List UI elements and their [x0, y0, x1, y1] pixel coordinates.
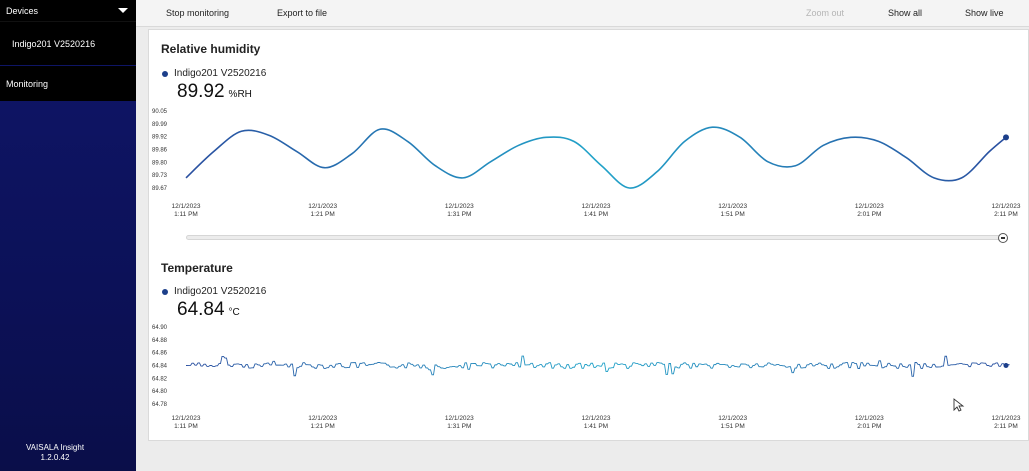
temperature-last-point [1003, 363, 1009, 368]
export-to-file-button[interactable]: Export to file [277, 8, 328, 18]
monitoring-label: Monitoring [6, 78, 49, 89]
device-name-label: Indigo201 V2520216 [12, 38, 96, 49]
humidity-title: Relative humidity [161, 42, 261, 56]
sidebar-item-device[interactable]: Indigo201 V2520216 [0, 21, 136, 65]
temperature-x-tick-time: 2:01 PM [857, 423, 881, 430]
humidity-device-label: Indigo201 V2520216 [174, 68, 267, 79]
series-marker-icon [162, 70, 168, 77]
humidity-x-tick-date: 12/1/2023 [718, 203, 747, 210]
humidity-series-line [185, 126, 1007, 189]
sidebar: Devices Indigo201 V2520216 Monitoring VA… [0, 0, 136, 471]
series-marker-icon [162, 288, 168, 295]
temperature-legend: Indigo201 V2520216 [162, 286, 266, 297]
temperature-x-tick-date: 12/1/2023 [172, 415, 201, 422]
temperature-y-tick-label: 64.82 [152, 376, 168, 382]
temperature-y-tick-label: 64.80 [152, 389, 168, 395]
humidity-x-tick-time: 1:31 PM [447, 211, 471, 218]
temperature-y-tick-label: 64.88 [152, 338, 168, 344]
temperature-unit: °C [228, 307, 240, 318]
humidity-x-tick-time: 2:11 PM [994, 211, 1018, 218]
humidity-unit: %RH [228, 89, 252, 100]
humidity-y-tick-label: 89.80 [152, 160, 168, 166]
temperature-x-tick-time: 1:11 PM [174, 423, 198, 430]
humidity-y-tick-label: 89.99 [152, 122, 168, 128]
humidity-y-tick-label: 89.92 [152, 135, 168, 141]
humidity-last-point [1003, 134, 1009, 141]
temperature-x-tick-date: 12/1/2023 [308, 415, 337, 422]
temperature-title: Temperature [161, 261, 233, 275]
humidity-x-tick-time: 1:11 PM [174, 211, 198, 218]
temperature-value: 64.84 [177, 299, 225, 320]
show-all-button[interactable]: Show all [888, 8, 923, 18]
humidity-reading: 89.92 %RH [177, 81, 252, 103]
temperature-y-tick-label: 64.90 [152, 325, 168, 331]
temperature-reading: 64.84 °C [177, 299, 240, 321]
humidity-x-tick-date: 12/1/2023 [582, 203, 611, 210]
stop-monitoring-button[interactable]: Stop monitoring [166, 8, 230, 18]
humidity-x-tick-date: 12/1/2023 [855, 203, 884, 210]
temperature-x-tick-time: 1:41 PM [584, 423, 608, 430]
brand-info: VAISALA Insight 1.2.0.42 [0, 443, 110, 463]
humidity-legend: Indigo201 V2520216 [162, 68, 266, 79]
humidity-value: 89.92 [177, 81, 225, 102]
humidity-x-tick-date: 12/1/2023 [445, 203, 474, 210]
humidity-y-tick-label: 90.05 [152, 109, 168, 115]
temperature-x-tick-time: 1:31 PM [447, 423, 471, 430]
humidity-x-tick-time: 1:21 PM [311, 211, 335, 218]
zoom-out-button[interactable]: Zoom out [806, 8, 845, 18]
humidity-x-tick-time: 1:41 PM [584, 211, 608, 218]
temperature-y-tick-label: 64.86 [152, 351, 168, 357]
show-live-button[interactable]: Show live [965, 8, 1004, 18]
toolbar: Stop monitoring Export to file Zoom out … [136, 0, 1029, 27]
temperature-y-tick-label: 64.78 [152, 402, 168, 408]
charts-panel: Relative humidity Indigo201 V2520216 89.… [148, 29, 1029, 441]
temperature-series-line [185, 355, 1010, 377]
devices-header[interactable]: Devices [0, 0, 136, 21]
main-panel: Stop monitoring Export to file Zoom out … [136, 0, 1029, 471]
temperature-device-label: Indigo201 V2520216 [174, 286, 267, 297]
brand-name: VAISALA Insight [25, 443, 85, 452]
brand-version: 1.2.0.42 [40, 453, 70, 462]
temperature-y-tick-label: 64.84 [152, 364, 168, 370]
temperature-x-tick-time: 1:21 PM [311, 423, 335, 430]
temperature-chart[interactable]: 64.90 64.88 64.86 64.84 64.82 64.80 64.78 12/1/… [149, 322, 1029, 442]
mouse-cursor-icon [953, 398, 965, 412]
temperature-x-tick-date: 12/1/2023 [582, 415, 611, 422]
timeline-scrollbar[interactable] [186, 233, 1008, 243]
temperature-x-tick-time: 2:11 PM [994, 423, 1018, 430]
humidity-x-tick-time: 2:01 PM [857, 211, 881, 218]
temperature-x-tick-date: 12/1/2023 [992, 415, 1021, 422]
scrollbar-handle[interactable] [998, 233, 1008, 243]
humidity-x-tick-date: 12/1/2023 [172, 203, 201, 210]
sidebar-item-monitoring[interactable]: Monitoring [0, 66, 136, 101]
temperature-x-tick-date: 12/1/2023 [718, 415, 747, 422]
temperature-x-tick-date: 12/1/2023 [445, 415, 474, 422]
temperature-x-tick-date: 12/1/2023 [855, 415, 884, 422]
caret-down-icon[interactable] [118, 8, 128, 13]
humidity-y-tick-label: 89.73 [152, 173, 168, 179]
humidity-chart[interactable]: 90.05 89.99 89.92 89.86 89.80 89.73 89.67 12/1/… [149, 105, 1029, 225]
humidity-y-tick-label: 89.67 [152, 186, 168, 192]
humidity-y-tick-label: 89.86 [152, 148, 168, 154]
humidity-x-tick-time: 1:51 PM [721, 211, 745, 218]
humidity-x-tick-date: 12/1/2023 [308, 203, 337, 210]
humidity-x-tick-date: 12/1/2023 [992, 203, 1021, 210]
temperature-x-tick-time: 1:51 PM [721, 423, 745, 430]
devices-label: Devices [6, 5, 39, 16]
